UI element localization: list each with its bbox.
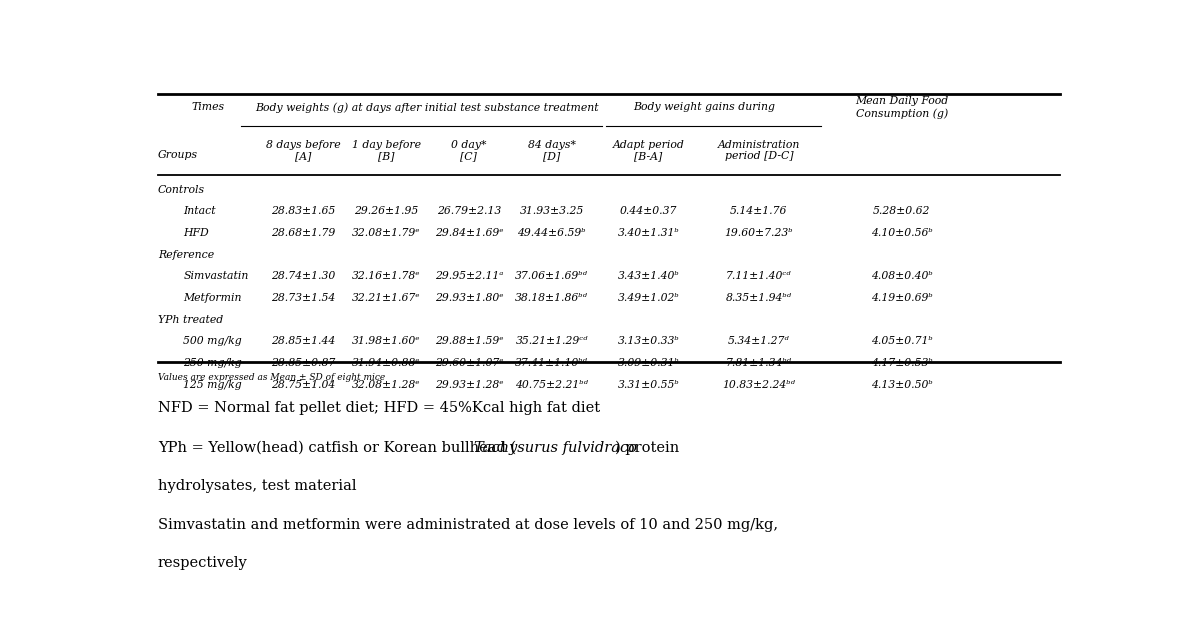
- Text: 26.79±2.13: 26.79±2.13: [437, 206, 501, 217]
- Text: 19.60±7.23ᵇ: 19.60±7.23ᵇ: [725, 228, 794, 238]
- Text: 37.06±1.69ᵇᵈ: 37.06±1.69ᵇᵈ: [516, 272, 588, 281]
- Text: Administration
period [D-C]: Administration period [D-C]: [718, 140, 800, 161]
- Text: Simvastatin and metformin were administrated at dose levels of 10 and 250 mg/kg,: Simvastatin and metformin were administr…: [158, 518, 778, 532]
- Text: 32.08±1.79ᵉ: 32.08±1.79ᵉ: [352, 228, 421, 238]
- Text: 8.35±1.94ᵇᵈ: 8.35±1.94ᵇᵈ: [726, 293, 792, 303]
- Text: HFD: HFD: [183, 228, 209, 238]
- Text: 500 mg/kg: 500 mg/kg: [183, 336, 242, 346]
- Text: NFD = Normal fat pellet diet; HFD = 45%Kcal high fat diet: NFD = Normal fat pellet diet; HFD = 45%K…: [158, 401, 600, 415]
- Text: 3.31±0.55ᵇ: 3.31±0.55ᵇ: [618, 380, 680, 390]
- Text: 40.75±2.21ᵇᵈ: 40.75±2.21ᵇᵈ: [516, 380, 588, 390]
- Text: 250 mg/kg: 250 mg/kg: [183, 358, 242, 368]
- Text: 28.74±1.30: 28.74±1.30: [271, 272, 335, 281]
- Text: YPh = Yellow(head) catfish or Korean bullhead (: YPh = Yellow(head) catfish or Korean bul…: [158, 441, 516, 455]
- Text: 29.60±1.07ᵉ: 29.60±1.07ᵉ: [435, 358, 504, 368]
- Text: 4.10±0.56ᵇ: 4.10±0.56ᵇ: [871, 228, 933, 238]
- Text: 3.13±0.33ᵇ: 3.13±0.33ᵇ: [618, 336, 680, 346]
- Text: Groups: Groups: [158, 150, 198, 160]
- Text: hydrolysates, test material: hydrolysates, test material: [158, 479, 356, 493]
- Text: 31.94±0.88ᵉ: 31.94±0.88ᵉ: [352, 358, 421, 368]
- Text: Metformin: Metformin: [183, 293, 242, 303]
- Text: 31.93±3.25: 31.93±3.25: [519, 206, 583, 217]
- Text: 125 mg/kg: 125 mg/kg: [183, 380, 242, 390]
- Text: respectively: respectively: [158, 556, 247, 570]
- Text: 0.44±0.37: 0.44±0.37: [620, 206, 677, 217]
- Text: 29.88±1.59ᵉ: 29.88±1.59ᵉ: [435, 336, 504, 346]
- Text: 28.85±0.87: 28.85±0.87: [271, 358, 335, 368]
- Text: 29.84±1.69ᵉ: 29.84±1.69ᵉ: [435, 228, 504, 238]
- Text: 7.11±1.40ᶜᵈ: 7.11±1.40ᶜᵈ: [726, 272, 791, 281]
- Text: Body weights (g) at days after initial test substance treatment: Body weights (g) at days after initial t…: [255, 102, 599, 112]
- Text: 4.08±0.40ᵇ: 4.08±0.40ᵇ: [871, 272, 933, 281]
- Text: 4.17±0.53ᵇ: 4.17±0.53ᵇ: [871, 358, 933, 368]
- Text: 4.19±0.69ᵇ: 4.19±0.69ᵇ: [871, 293, 933, 303]
- Text: 1 day before
[B]: 1 day before [B]: [352, 140, 421, 161]
- Text: 7.81±1.34ᵇᵈ: 7.81±1.34ᵇᵈ: [726, 358, 792, 368]
- Text: Values are expressed as Mean ± SD of eight mice: Values are expressed as Mean ± SD of eig…: [158, 373, 385, 382]
- Text: Adapt period
[B-A]: Adapt period [B-A]: [613, 140, 684, 161]
- Text: Mean Daily Food
Consumption (g): Mean Daily Food Consumption (g): [855, 96, 948, 119]
- Text: Times: Times: [191, 102, 225, 112]
- Text: 29.93±1.80ᵉ: 29.93±1.80ᵉ: [435, 293, 504, 303]
- Text: 4.13±0.50ᵇ: 4.13±0.50ᵇ: [871, 380, 933, 390]
- Text: 29.95±2.11ᵃ: 29.95±2.11ᵃ: [435, 272, 503, 281]
- Text: 29.93±1.28ᵉ: 29.93±1.28ᵉ: [435, 380, 504, 390]
- Text: 28.68±1.79: 28.68±1.79: [271, 228, 335, 238]
- Text: 10.83±2.24ᵇᵈ: 10.83±2.24ᵇᵈ: [722, 380, 796, 390]
- Text: 29.26±1.95: 29.26±1.95: [354, 206, 418, 217]
- Text: 28.83±1.65: 28.83±1.65: [271, 206, 335, 217]
- Text: 3.43±1.40ᵇ: 3.43±1.40ᵇ: [618, 272, 680, 281]
- Text: 3.09±0.31ᵇ: 3.09±0.31ᵇ: [618, 358, 680, 368]
- Text: 5.34±1.27ᵈ: 5.34±1.27ᵈ: [728, 336, 790, 346]
- Text: Tachysurus fulvidraco: Tachysurus fulvidraco: [474, 441, 637, 455]
- Text: 32.16±1.78ᵉ: 32.16±1.78ᵉ: [352, 272, 421, 281]
- Text: 8 days before
[A]: 8 days before [A]: [266, 140, 341, 161]
- Text: 28.85±1.44: 28.85±1.44: [271, 336, 335, 346]
- Text: 37.41±1.10ᵇᵈ: 37.41±1.10ᵇᵈ: [516, 358, 588, 368]
- Text: 31.98±1.60ᵉ: 31.98±1.60ᵉ: [352, 336, 421, 346]
- Text: 0 day*
[C]: 0 day* [C]: [451, 140, 487, 161]
- Text: 32.21±1.67ᵉ: 32.21±1.67ᵉ: [352, 293, 421, 303]
- Text: Reference: Reference: [158, 250, 214, 260]
- Text: 3.49±1.02ᵇ: 3.49±1.02ᵇ: [618, 293, 680, 303]
- Text: 35.21±1.29ᶜᵈ: 35.21±1.29ᶜᵈ: [516, 336, 588, 346]
- Text: 4.05±0.71ᵇ: 4.05±0.71ᵇ: [871, 336, 933, 346]
- Text: YPh treated: YPh treated: [158, 315, 223, 325]
- Text: Intact: Intact: [183, 206, 216, 217]
- Text: 5.28±0.62: 5.28±0.62: [873, 206, 930, 217]
- Text: Controls: Controls: [158, 185, 204, 195]
- Text: ) protein: ) protein: [614, 441, 680, 455]
- Text: 28.75±1.04: 28.75±1.04: [271, 380, 335, 390]
- Text: Simvastatin: Simvastatin: [183, 272, 248, 281]
- Text: Body weight gains during: Body weight gains during: [633, 102, 775, 112]
- Text: 49.44±6.59ᵇ: 49.44±6.59ᵇ: [518, 228, 586, 238]
- Text: 32.08±1.28ᵉ: 32.08±1.28ᵉ: [352, 380, 421, 390]
- Text: 5.14±1.76: 5.14±1.76: [731, 206, 788, 217]
- Text: 84 days*
[D]: 84 days* [D]: [527, 140, 576, 161]
- Text: 38.18±1.86ᵇᵈ: 38.18±1.86ᵇᵈ: [516, 293, 588, 303]
- Text: 28.73±1.54: 28.73±1.54: [271, 293, 335, 303]
- Text: 3.40±1.31ᵇ: 3.40±1.31ᵇ: [618, 228, 680, 238]
